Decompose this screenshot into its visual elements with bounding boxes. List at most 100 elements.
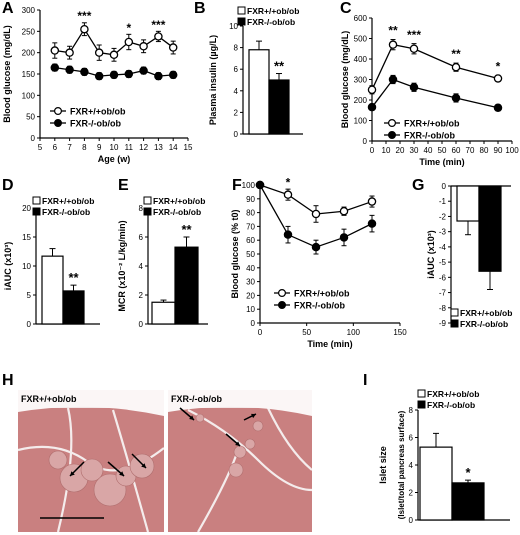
y-tick-label: -6 xyxy=(439,273,447,282)
data-point xyxy=(109,50,119,60)
legend-swatch xyxy=(417,389,426,398)
y-tick-label: 90 xyxy=(246,195,255,204)
significance-mark: *** xyxy=(77,9,91,23)
y-tick-label: 4 xyxy=(234,87,239,96)
y-axis-label: Plasma insulin (µg/L) xyxy=(208,35,218,125)
legend-label: FXR-/-ob/ob xyxy=(427,400,475,410)
y-tick-label: 400 xyxy=(354,55,368,64)
panel-letter-d: D xyxy=(2,177,14,194)
islet xyxy=(48,450,68,470)
y-tick-label: 2 xyxy=(234,108,239,117)
data-point xyxy=(94,48,104,57)
data-point xyxy=(154,32,163,41)
data-point xyxy=(168,70,178,80)
data-point xyxy=(367,85,377,95)
data-point xyxy=(493,74,503,83)
arrow-head xyxy=(70,471,75,476)
legend-label: FXR+/+ob/ob xyxy=(153,196,205,206)
y-tick-label: 200 xyxy=(22,49,36,58)
data-point xyxy=(283,190,293,199)
arrow-head xyxy=(119,471,124,476)
image-label: FXR-/-ob/ob xyxy=(171,394,222,404)
y-tick-label: 40 xyxy=(246,264,255,273)
y-tick-label: 10 xyxy=(22,262,31,271)
y-tick-label: 100 xyxy=(22,91,36,100)
legend-swatch xyxy=(237,17,246,26)
bar xyxy=(419,446,453,521)
bar xyxy=(478,185,502,272)
data-point xyxy=(388,40,398,49)
y-tick-label: 0 xyxy=(409,516,414,525)
data-point xyxy=(65,65,74,74)
y-tick-label: -9 xyxy=(439,319,447,328)
legend-label: FXR-/-ob/ob xyxy=(460,319,508,329)
bar xyxy=(248,49,270,135)
bar xyxy=(151,301,176,325)
x-tick-label: 80 xyxy=(480,146,489,155)
y-tick-label: 20 xyxy=(22,204,31,213)
legend-label: FXR+/+ob/ob xyxy=(294,289,350,299)
y-tick-label: 10 xyxy=(246,305,255,314)
y-tick-label: -4 xyxy=(439,243,447,252)
significance-mark: * xyxy=(465,465,471,480)
y-tick-label: -7 xyxy=(439,289,447,298)
y-tick-label: 100 xyxy=(242,181,256,190)
legend-label: FXR+/+ob/ob xyxy=(247,6,299,16)
data-point xyxy=(451,62,461,72)
panel-letter-i: I xyxy=(363,372,367,389)
x-tick-label: 50 xyxy=(438,146,447,155)
data-point xyxy=(50,63,60,72)
image-label: FXR+/+ob/ob xyxy=(21,394,77,404)
legend-swatch xyxy=(450,308,459,317)
significance-mark: *** xyxy=(407,28,421,42)
legend-label: FXR-/-ob/ob xyxy=(294,301,345,311)
x-tick-label: 15 xyxy=(184,143,193,152)
x-tick-label: 60 xyxy=(452,146,461,155)
y-tick-label: 0 xyxy=(31,134,36,143)
legend-label: FXR-/-ob/ob xyxy=(153,207,201,217)
panel-letter-h: H xyxy=(2,372,14,389)
tissue-seam xyxy=(56,407,73,532)
legend-swatch xyxy=(237,6,246,15)
panel-letter-e: E xyxy=(118,177,129,194)
y-tick-label: 2 xyxy=(139,291,144,300)
data-point xyxy=(409,83,419,92)
data-point xyxy=(311,242,321,252)
legend-label: FXR+/+ob/ob xyxy=(427,389,479,399)
x-axis-label: Time (min) xyxy=(307,339,352,349)
x-tick-label: 10 xyxy=(110,143,119,152)
y-tick-label: 20 xyxy=(246,291,255,300)
y-tick-label: 50 xyxy=(26,113,35,122)
significance-mark: *** xyxy=(151,18,165,32)
y-tick-label: 0 xyxy=(234,130,239,139)
data-point xyxy=(154,71,163,81)
data-point xyxy=(409,44,419,54)
panel-letter-g: G xyxy=(412,177,424,194)
bar xyxy=(451,482,485,521)
panel-f: 0 10 20 30 40 50 60 70 80 90 100 0 50 100 150 Time (min… xyxy=(230,175,407,349)
data-point xyxy=(339,233,349,242)
bar xyxy=(456,185,480,222)
legend-marker xyxy=(53,106,62,115)
bar xyxy=(268,79,290,135)
legend-marker xyxy=(278,301,287,310)
x-tick-label: 6 xyxy=(53,143,58,152)
legend-marker xyxy=(388,118,397,127)
data-point xyxy=(367,219,377,228)
legend-marker xyxy=(388,131,397,140)
islet xyxy=(195,413,205,423)
y-tick-label: 0 xyxy=(363,137,368,146)
legend-label: FXR+/+ob/ob xyxy=(42,196,94,206)
significance-mark: ** xyxy=(68,270,79,285)
bar xyxy=(41,255,64,325)
significance-mark: ** xyxy=(451,47,461,61)
y-tick-label: 4 xyxy=(139,262,144,271)
histology-image xyxy=(18,390,164,532)
y-tick-label: 150 xyxy=(22,70,36,79)
panel-e: 0 2 4 6 8 MCR (x10⁻² L/kg/min) ** FXR+/+ob/obFX… xyxy=(117,196,208,329)
panel-g: 0 -1 -2 -3 -4 -5 -6 -7 -8 -9 iAUC (x10³) FXR+/+ob/o… xyxy=(426,182,512,329)
legend-label: FXR-/-ob/ob xyxy=(70,119,121,129)
panel-letter-b: B xyxy=(194,0,206,17)
legend-swatch xyxy=(143,196,152,205)
y-tick-label: 0 xyxy=(27,320,32,329)
